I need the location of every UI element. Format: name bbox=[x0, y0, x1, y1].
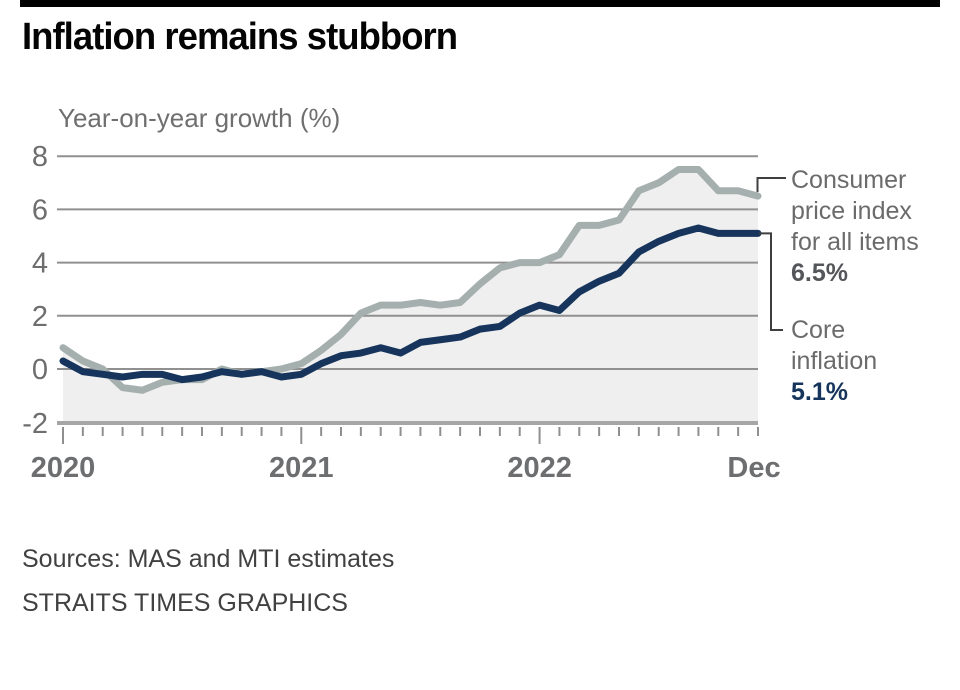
cpi-latest-value: 6.5% bbox=[791, 259, 848, 287]
cpi-connector bbox=[756, 177, 786, 193]
y-tick-label: 6 bbox=[32, 194, 48, 226]
y-tick-label: 0 bbox=[32, 354, 48, 386]
y-axis-unit-label: Year-on-year growth (%) bbox=[58, 103, 341, 133]
sources-text: Sources: MAS and MTI estimates bbox=[22, 545, 395, 573]
core-connector bbox=[759, 232, 783, 331]
x-tick-label: 2022 bbox=[507, 452, 572, 484]
cpi-annotation: Consumer price index for all items 6.5% bbox=[791, 165, 960, 289]
x-tick-label: 2021 bbox=[269, 452, 334, 484]
core-latest-value: 5.1% bbox=[791, 378, 848, 406]
cpi-annotation-line: price index bbox=[791, 197, 912, 225]
cpi-area-fill bbox=[63, 169, 758, 421]
y-tick-label: 4 bbox=[32, 248, 48, 280]
cpi-annotation-line: Consumer bbox=[791, 166, 907, 194]
cpi-annotation-line: for all items bbox=[791, 228, 919, 256]
core-inflation-annotation: Core inflation 5.1% bbox=[791, 315, 960, 408]
x-tick-label: 2020 bbox=[31, 452, 96, 484]
credit-text: STRAITS TIMES GRAPHICS bbox=[22, 589, 348, 617]
core-inflation-line bbox=[59, 224, 762, 384]
chart-title: Inflation remains stubborn bbox=[22, 16, 458, 58]
core-annotation-line: inflation bbox=[791, 347, 878, 375]
y-tick-label: 8 bbox=[32, 141, 48, 173]
top-rule-bar bbox=[20, 0, 940, 7]
core-annotation-line: Core bbox=[791, 316, 846, 344]
y-tick-label: -2 bbox=[22, 408, 48, 440]
x-tick-label: Dec bbox=[727, 452, 780, 484]
y-tick-label: 2 bbox=[32, 301, 48, 333]
